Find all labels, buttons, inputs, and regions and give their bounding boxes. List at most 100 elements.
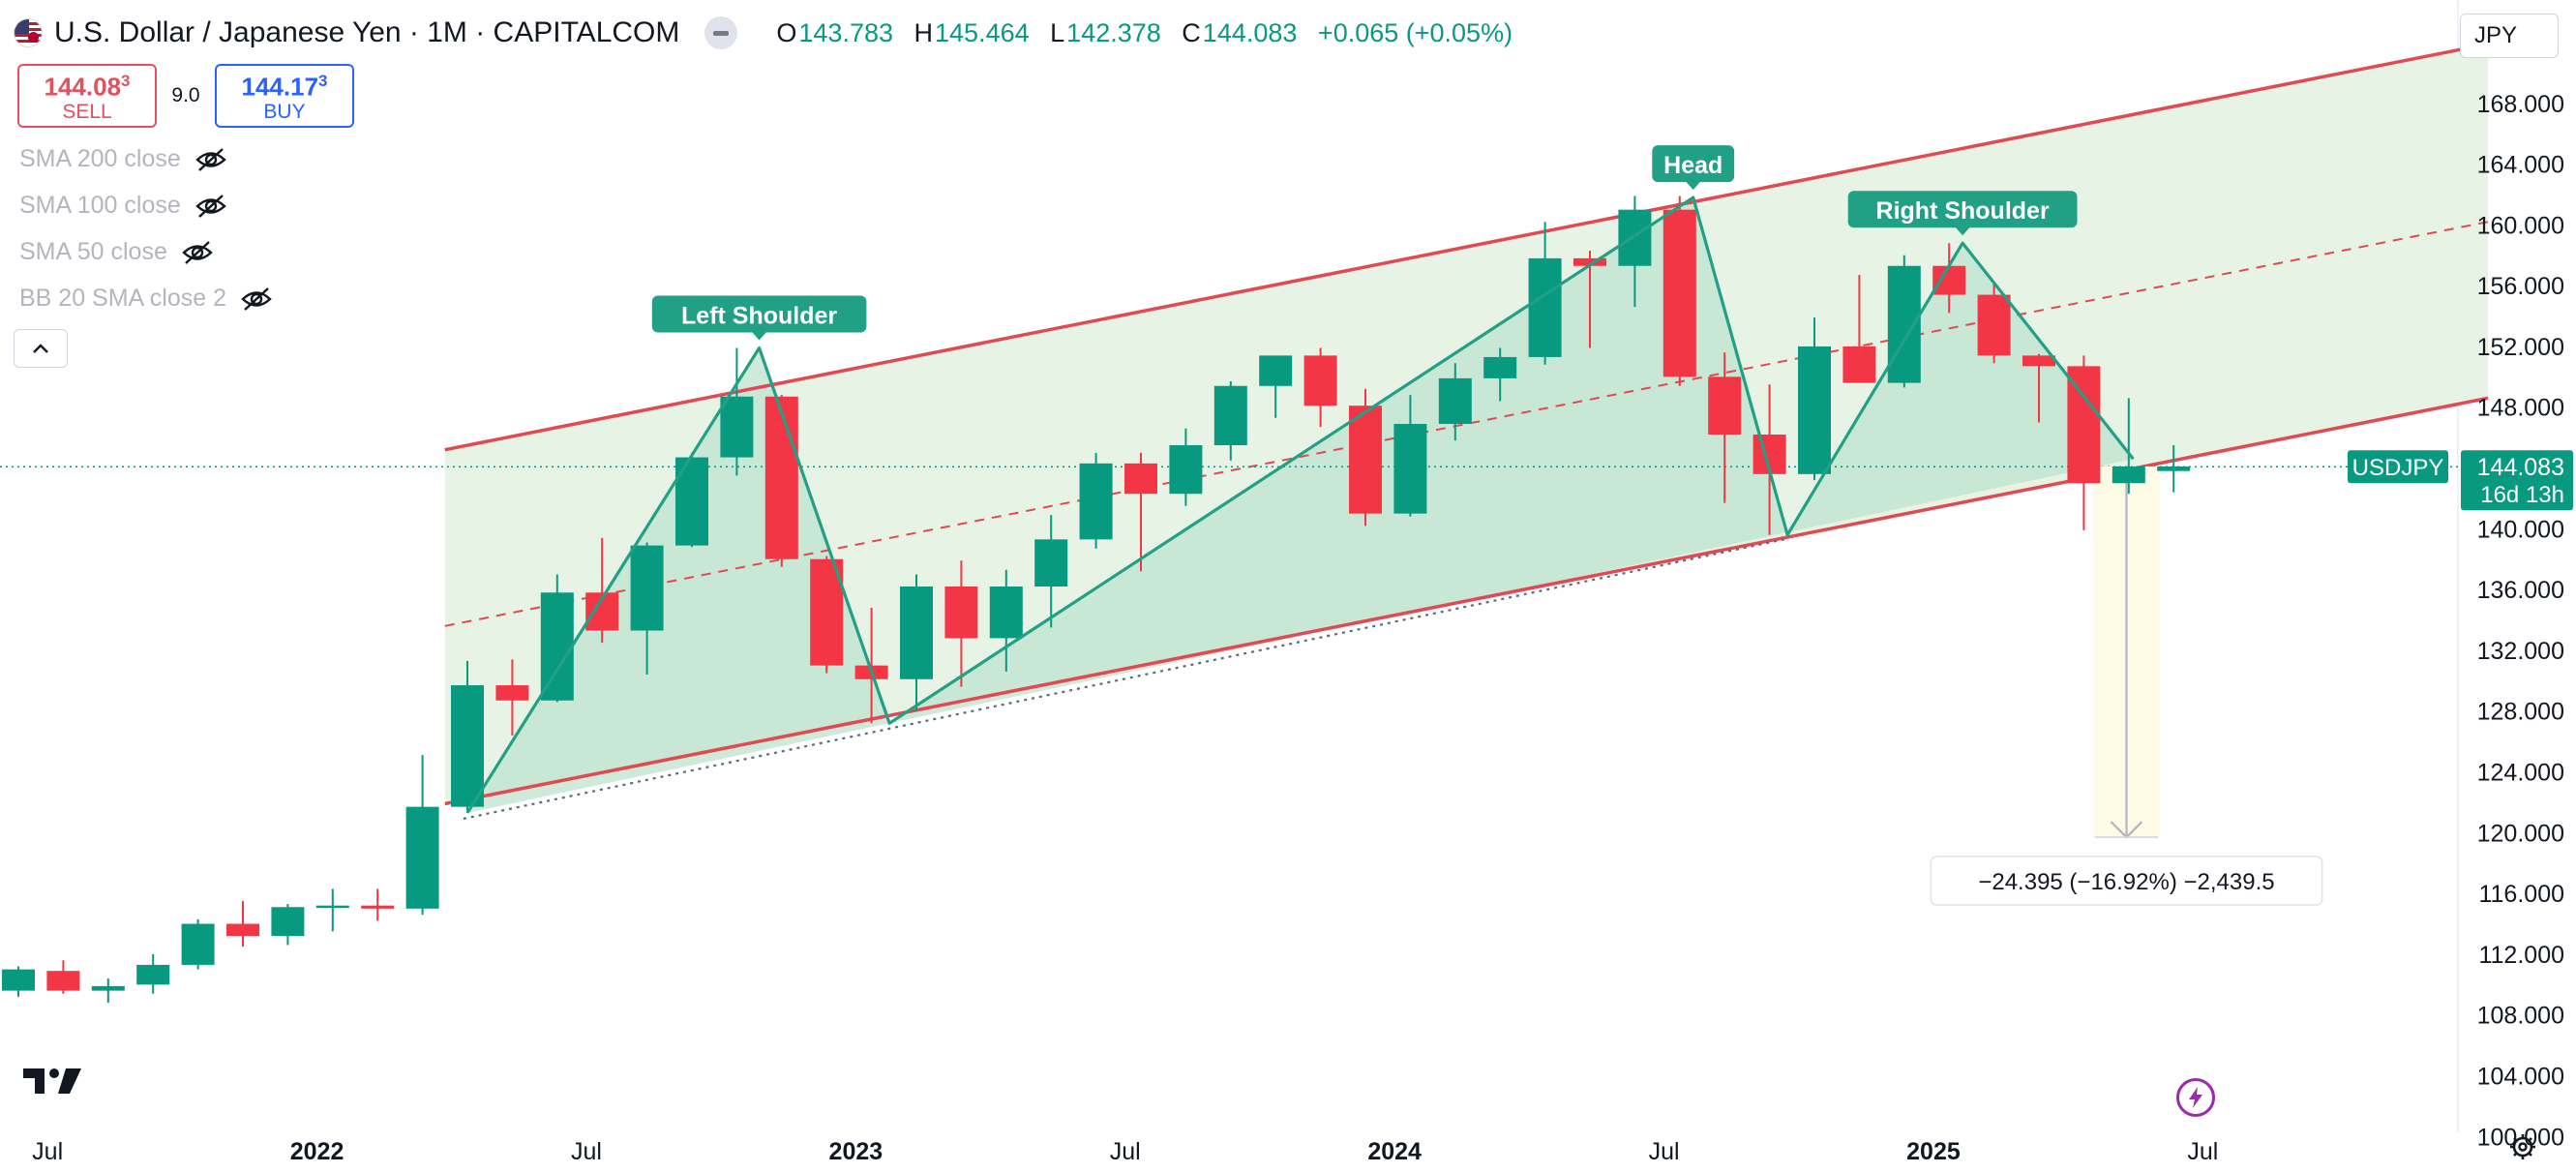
- eye-off-icon[interactable]: [195, 194, 227, 219]
- indicator-sma200[interactable]: SMA 200 close: [19, 145, 227, 173]
- candle: [1528, 222, 1562, 365]
- currency-selector[interactable]: JPY: [2460, 14, 2559, 58]
- buy-button[interactable]: 144.173 BUY: [215, 64, 354, 128]
- candle: [1798, 317, 1831, 481]
- tradingview-logo-icon[interactable]: [23, 1065, 83, 1098]
- candle: [1932, 243, 1966, 314]
- sell-label: SELL: [62, 100, 112, 123]
- candle: [1169, 428, 1203, 506]
- high-value: 145.464: [935, 17, 1030, 47]
- indicator-sma50[interactable]: SMA 50 close: [19, 238, 214, 266]
- pattern-label: Head: [1663, 152, 1722, 179]
- candle: [315, 888, 349, 932]
- head-shoulders-line: [465, 196, 2135, 814]
- candle: [630, 542, 664, 676]
- pattern-label-pointer: [1955, 226, 1971, 236]
- x-tick-label: Jul: [1110, 1138, 1141, 1165]
- x-tick-label: 2022: [290, 1138, 344, 1165]
- pattern-label: Right Shoulder: [1876, 197, 2050, 225]
- y-tick-label: 140.000: [2477, 516, 2564, 543]
- pattern-label: Left Shoulder: [681, 303, 837, 330]
- candle: [944, 560, 978, 687]
- sell-button[interactable]: 144.083 SELL: [17, 64, 157, 128]
- collapse-legend-button[interactable]: [14, 329, 68, 368]
- candle: [226, 900, 259, 947]
- candle-body: [271, 907, 305, 937]
- indicator-bb20[interactable]: BB 20 SMA close 2: [19, 285, 273, 313]
- candle: [181, 918, 215, 970]
- candle: [91, 978, 125, 1004]
- candle-body: [1528, 257, 1562, 357]
- low-value: 142.378: [1066, 17, 1161, 47]
- x-tick-label: Jul: [571, 1138, 602, 1165]
- y-tick-label: 112.000: [2478, 942, 2564, 969]
- y-tick-label: 116.000: [2478, 881, 2564, 908]
- y-tick-label: 168.000: [2477, 91, 2564, 118]
- pattern-label-pointer: [1685, 181, 1701, 191]
- change-value: +0.065 (+0.05%): [1317, 17, 1513, 47]
- last-price-value: 144.083: [2477, 454, 2564, 481]
- candle-body: [1932, 265, 1966, 295]
- lightning-icon[interactable]: [2176, 1078, 2215, 1117]
- candle-body: [2067, 366, 2101, 484]
- y-tick-label: 128.000: [2477, 699, 2564, 726]
- candle-body: [1349, 406, 1382, 514]
- buy-price: 144.17: [241, 72, 319, 102]
- candle-body: [1393, 424, 1427, 514]
- candle-body: [1618, 209, 1652, 266]
- indicator-sma100[interactable]: SMA 100 close: [19, 192, 227, 220]
- candle-body: [900, 586, 933, 679]
- candle-body: [315, 905, 349, 909]
- candle: [451, 660, 484, 813]
- candle-body: [944, 586, 978, 639]
- measure-label-bg: [1930, 856, 2323, 906]
- candle: [2, 966, 35, 997]
- candle-body: [989, 586, 1023, 639]
- candle: [495, 659, 529, 736]
- candle-body: [630, 545, 664, 631]
- candle: [989, 569, 1023, 672]
- y-tick-label: 148.000: [2477, 395, 2564, 422]
- candle-body: [1842, 346, 1876, 383]
- candle-body: [2, 969, 35, 991]
- candle-body: [181, 923, 215, 965]
- candle-body: [1662, 209, 1696, 377]
- candle: [1483, 347, 1517, 402]
- candle: [1662, 196, 1696, 386]
- candle: [720, 347, 754, 476]
- symbol-title[interactable]: U.S. Dollar / Japanese Yen · 1M · CAPITA…: [54, 16, 680, 48]
- ohlc-values: O143.783 H145.464 L142.378 C144.083 +0.0…: [776, 17, 1513, 47]
- y-tick-label: 152.000: [2477, 334, 2564, 361]
- x-tick-label: 2024: [1367, 1138, 1422, 1165]
- eye-off-icon[interactable]: [240, 286, 273, 312]
- candle: [2022, 353, 2055, 423]
- eye-off-icon[interactable]: [195, 147, 227, 172]
- candle: [1079, 452, 1113, 549]
- x-tick-label: Jul: [1649, 1138, 1680, 1165]
- y-tick-label: 120.000: [2477, 820, 2564, 847]
- channel-lower-line: [444, 396, 2489, 806]
- symbol-header: U.S. Dollar / Japanese Yen · 1M · CAPITA…: [14, 14, 1526, 52]
- y-tick-label: 108.000: [2477, 1003, 2564, 1030]
- neckline-dotted: [463, 537, 1788, 820]
- candle-body: [1798, 346, 1831, 474]
- collapse-header-icon[interactable]: [704, 16, 738, 49]
- candle: [1303, 347, 1337, 428]
- candle: [1259, 355, 1293, 418]
- candle-body: [1438, 377, 1472, 425]
- candle: [1977, 283, 2011, 364]
- eye-off-icon[interactable]: [181, 240, 214, 265]
- channel-upper-line: [444, 42, 2489, 452]
- candle: [1708, 352, 1742, 503]
- buy-label: BUY: [263, 100, 306, 123]
- candle-body: [1259, 355, 1293, 386]
- close-value: 144.083: [1202, 17, 1298, 47]
- candle: [2112, 398, 2145, 495]
- candle-body: [1034, 539, 1068, 586]
- candle-body: [1708, 376, 1742, 436]
- settings-gear-icon[interactable]: [2508, 1132, 2537, 1161]
- y-tick-label: 132.000: [2477, 638, 2564, 665]
- candle-body: [405, 806, 439, 909]
- y-tick-label: 164.000: [2477, 152, 2564, 179]
